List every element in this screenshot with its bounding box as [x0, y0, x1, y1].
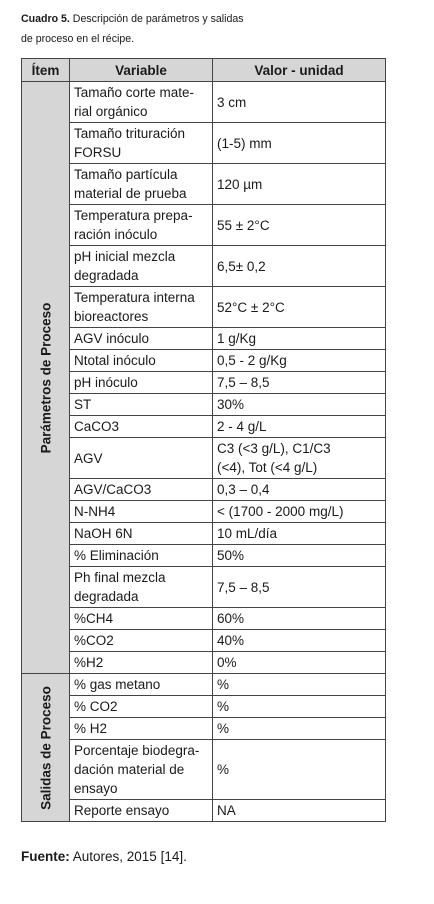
table-row: % Eliminación 50%: [22, 544, 386, 567]
source-label: Fuente:: [21, 849, 70, 864]
variable-cell: Temperatura interna bioreactores: [69, 286, 213, 328]
table-row: AGV/CaCO3 0,3 – 0,4: [22, 478, 386, 501]
value-cell: 7,5 – 8,5: [212, 566, 386, 608]
value-cell: 50%: [212, 544, 386, 567]
value-cell: 120 µm: [212, 163, 386, 205]
table-row: Reporte ensayo NA: [22, 799, 386, 822]
table-row: Ntotal inóculo 0,5 - 2 g/Kg: [22, 349, 386, 372]
value-cell: C3 (<3 g/L), C1/C3 (<4), Tot (<4 g/L): [212, 437, 386, 479]
table-caption: Cuadro 5. Descripción de parámetros y sa…: [21, 9, 321, 49]
value-cell: %: [212, 739, 386, 800]
table-row: %CH4 60%: [22, 607, 386, 630]
value-cell: 40%: [212, 629, 386, 652]
value-cell: %: [212, 673, 386, 696]
table-row: % CO2%: [22, 695, 386, 718]
table-row: CaCO3 2 - 4 g/L: [22, 415, 386, 438]
value-cell: 2 - 4 g/L: [212, 415, 386, 438]
variable-cell: %CH4: [69, 607, 213, 630]
value-cell: 0,3 – 0,4: [212, 478, 386, 501]
value-cell: 52°C ± 2°C: [212, 286, 386, 328]
variable-cell: pH inicial mezcla degradada: [69, 245, 213, 287]
table-row: Ph final mezcla degradada 7,5 – 8,5: [22, 566, 386, 608]
value-cell: 1 g/Kg: [212, 327, 386, 350]
value-cell: 3 cm: [212, 81, 386, 123]
table-row: Porcentaje biodegra- dación material de …: [22, 739, 386, 800]
variable-cell: % Eliminación: [69, 544, 213, 567]
value-cell: 30%: [212, 393, 386, 416]
table-row: pH inicial mezcla degradada 6,5± 0,2: [22, 245, 386, 287]
source-text: Autores, 2015 [14].: [69, 849, 187, 864]
parameters-group-cell: Parámetros de Proceso: [21, 81, 70, 674]
value-cell: %: [212, 717, 386, 740]
variable-cell: Tamaño trituración FORSU: [69, 122, 213, 164]
variable-cell: Temperatura prepa- ración inóculo: [69, 204, 213, 246]
table-row: pH inóculo 7,5 – 8,5: [22, 371, 386, 394]
variable-cell: AGV inóculo: [69, 327, 213, 350]
table-row: ST 30%: [22, 393, 386, 416]
caption-text: Descripción de parámetros y salidas: [69, 13, 244, 25]
table-row: AGV inóculo 1 g/Kg: [22, 327, 386, 350]
header-row: Ítem Variable Valor - unidad: [21, 58, 386, 82]
table-row: AGV C3 (<3 g/L), C1/C3 (<4), Tot (<4 g/L): [22, 437, 386, 479]
value-cell: NA: [212, 799, 386, 822]
variable-cell: CaCO3: [69, 415, 213, 438]
value-cell: 60%: [212, 607, 386, 630]
variable-cell: Ph final mezcla degradada: [69, 566, 213, 608]
table-row: %CO2 40%: [22, 629, 386, 652]
table-row: Tamaño partícula material de prueba 120 µ…: [22, 163, 386, 205]
value-cell: 6,5± 0,2: [212, 245, 386, 287]
header-value: Valor - unidad: [212, 58, 386, 82]
variable-cell: N-NH4: [69, 500, 213, 523]
variable-cell: ST: [69, 393, 213, 416]
table-row: % H2%: [22, 717, 386, 740]
variable-cell: Tamaño corte mate- rial orgánico: [69, 81, 213, 123]
header-item: Ítem: [21, 58, 70, 82]
value-cell: 55 ± 2°C: [212, 204, 386, 246]
variable-cell: Reporte ensayo: [69, 799, 213, 822]
header-variable: Variable: [69, 58, 213, 82]
variable-cell: Ntotal inóculo: [69, 349, 213, 372]
value-cell: (1-5) mm: [212, 122, 386, 164]
source-note: Fuente: Autores, 2015 [14].: [21, 849, 187, 864]
value-cell: %: [212, 695, 386, 718]
variable-cell: AGV: [69, 437, 213, 479]
parameters-table: Ítem Variable Valor - unidad Parámetros …: [21, 58, 386, 822]
table-row: Temperatura prepa- ración inóculo 55 ± 2°…: [22, 204, 386, 246]
caption-label: Cuadro 5.: [21, 13, 70, 25]
variable-cell: % gas metano: [69, 673, 213, 696]
table-row: Salidas de Proceso % gas metano%: [21, 673, 386, 822]
variable-cell: %H2: [69, 651, 213, 674]
variable-cell: NaOH 6N: [69, 522, 213, 545]
value-cell: 0,5 - 2 g/Kg: [212, 349, 386, 372]
variable-cell: Tamaño partícula material de prueba: [69, 163, 213, 205]
outputs-group-label: Salidas de Proceso: [38, 685, 53, 810]
table-row: Temperatura interna bioreactores 52°C ± 2…: [22, 286, 386, 328]
outputs-group-cell: Salidas de Proceso: [21, 673, 70, 822]
variable-cell: Porcentaje biodegra- dación material de …: [69, 739, 213, 800]
variable-cell: pH inóculo: [69, 371, 213, 394]
value-cell: 0%: [212, 651, 386, 674]
variable-cell: %CO2: [69, 629, 213, 652]
variable-cell: AGV/CaCO3: [69, 478, 213, 501]
table-row: NaOH 6N 10 mL/día: [22, 522, 386, 545]
value-cell: 10 mL/día: [212, 522, 386, 545]
table-row: Parámetros de Proceso Tamaño corte mate- …: [21, 81, 386, 674]
value-cell: < (1700 - 2000 mg/L): [212, 500, 386, 523]
variable-cell: % H2: [69, 717, 213, 740]
table-row: Tamaño trituración FORSU (1-5) mm: [22, 122, 386, 164]
parameters-group-label: Parámetros de Proceso: [38, 302, 53, 453]
table-row: %H2 0%: [22, 651, 386, 674]
caption-text-2: de proceso en el récipe.: [21, 33, 135, 45]
variable-cell: % CO2: [69, 695, 213, 718]
value-cell: 7,5 – 8,5: [212, 371, 386, 394]
table-row: N-NH4 < (1700 - 2000 mg/L): [22, 500, 386, 523]
